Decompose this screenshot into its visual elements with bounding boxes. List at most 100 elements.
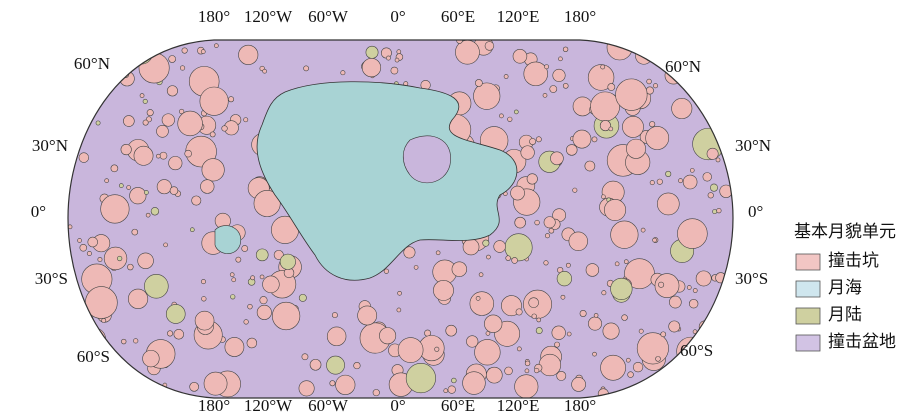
crater [86, 338, 92, 344]
crater [511, 257, 518, 264]
crater [130, 41, 153, 65]
crater [486, 366, 503, 384]
crater [86, 251, 92, 256]
crater [473, 82, 501, 110]
crater [335, 374, 356, 395]
crater [156, 153, 161, 159]
crater [104, 178, 109, 183]
latitude-label: 0° [748, 202, 763, 221]
crater [626, 138, 646, 159]
crater [383, 268, 389, 274]
crater [638, 328, 644, 334]
crater [713, 118, 733, 141]
legend-title: 基本月貌单元 [794, 222, 896, 241]
crater [255, 248, 269, 262]
longitude-label: 120°W [244, 396, 293, 415]
highland-patch [402, 135, 451, 184]
crater [379, 327, 397, 345]
crater [413, 265, 419, 270]
crater [716, 208, 722, 214]
crater [653, 83, 658, 89]
crater [433, 280, 454, 301]
crater [434, 346, 440, 352]
crater [445, 324, 457, 337]
crater [469, 291, 495, 316]
crater [715, 157, 721, 163]
crater [707, 192, 714, 199]
crater [646, 78, 652, 85]
longitude-label: 60°E [441, 396, 475, 415]
crater [694, 40, 712, 58]
crater [552, 68, 566, 82]
crater [695, 270, 712, 287]
crater [340, 70, 346, 76]
crater [649, 121, 656, 128]
crater [243, 319, 249, 325]
longitude-label: 0° [390, 7, 405, 26]
crater [524, 360, 531, 367]
crater [224, 337, 245, 357]
moon-map [68, 40, 733, 398]
crater [129, 187, 147, 205]
crater [326, 355, 345, 375]
crater [179, 65, 186, 71]
crater [554, 341, 560, 348]
crater [692, 288, 698, 293]
crater [145, 212, 151, 218]
crater [542, 93, 548, 98]
crater [79, 243, 88, 252]
crater [599, 120, 611, 132]
crater [228, 96, 235, 103]
crater [721, 112, 733, 125]
crater [79, 117, 88, 125]
crater [668, 320, 681, 333]
crater [396, 307, 402, 313]
crater [462, 238, 480, 256]
crater [189, 227, 195, 233]
crater [365, 45, 379, 59]
crater [199, 86, 229, 116]
crater [591, 136, 598, 143]
crater [435, 250, 441, 256]
latitude-label: 60°N [665, 57, 701, 76]
crater [668, 362, 675, 369]
crater [512, 49, 528, 64]
crater [482, 239, 490, 247]
crater [167, 330, 174, 337]
crater [156, 179, 172, 195]
crater [538, 353, 562, 377]
crater [688, 299, 699, 309]
longitude-label: 120°W [244, 7, 293, 26]
crater [671, 98, 693, 120]
left-labels: 60°N 30°N 0° 30°S 60°S [31, 54, 110, 366]
crater [142, 98, 148, 104]
crater [173, 329, 184, 340]
crater [120, 144, 132, 156]
crater [405, 363, 436, 394]
crater [474, 339, 501, 366]
crater [667, 40, 697, 59]
crater [447, 385, 456, 394]
map-outline [67, 39, 734, 399]
latitude-label: 0° [31, 202, 46, 221]
crater [466, 335, 479, 348]
crater [243, 117, 249, 123]
crater [720, 341, 725, 347]
crater [627, 371, 634, 378]
crater [133, 145, 154, 166]
crater [478, 272, 484, 277]
crater [601, 194, 606, 200]
crater [528, 297, 539, 308]
latitude-label: 30°S [35, 269, 68, 288]
crater [169, 186, 179, 195]
crater [652, 237, 657, 243]
crater [623, 259, 629, 264]
crater [114, 40, 126, 47]
crater [702, 172, 712, 182]
crater [515, 308, 523, 316]
crater [572, 129, 592, 149]
crater [535, 136, 542, 143]
crater [372, 389, 380, 397]
crater [514, 216, 526, 229]
crater [571, 377, 586, 392]
